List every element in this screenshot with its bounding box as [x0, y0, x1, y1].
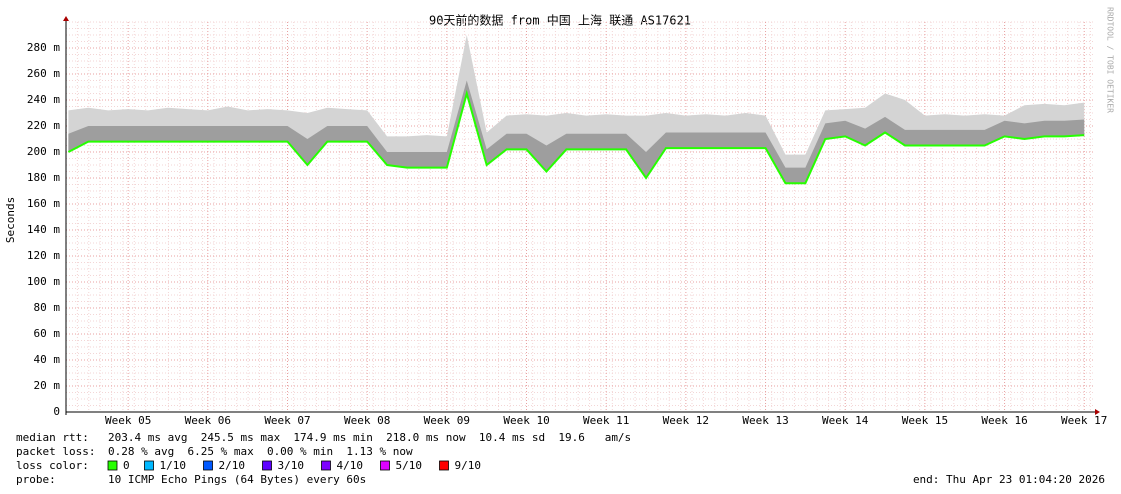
- axis-arrow: [1095, 409, 1100, 415]
- y-tick-label: 20 m: [34, 379, 61, 392]
- y-tick-label: 120 m: [27, 249, 60, 262]
- loss-swatch: [203, 460, 213, 471]
- x-tick-label: Week 15: [902, 414, 948, 427]
- x-tick-label: Week 07: [264, 414, 310, 427]
- y-tick-label: 40 m: [34, 353, 61, 366]
- loss-swatch: [262, 460, 272, 471]
- loss-item-label: 1/10: [160, 459, 187, 472]
- x-tick-label: Week 08: [344, 414, 390, 427]
- x-tick-label: Week 11: [583, 414, 629, 427]
- loss-item-label: 2/10: [219, 459, 246, 472]
- loss-swatch: [380, 460, 390, 471]
- x-tick-label: Week 17: [1061, 414, 1107, 427]
- loss-swatch: [439, 460, 449, 471]
- x-tick-label: Week 09: [424, 414, 470, 427]
- end-text: end: Thu Apr 23 01:04:20 2026: [913, 473, 1105, 486]
- loss-item-label: 9/10: [455, 459, 482, 472]
- x-tick-label: Week 14: [822, 414, 869, 427]
- loss-swatch: [321, 460, 331, 471]
- y-tick-label: 240 m: [27, 93, 60, 106]
- y-tick-label: 100 m: [27, 275, 60, 288]
- loss-item-label: 3/10: [278, 459, 305, 472]
- loss-item-label: 0: [123, 459, 130, 472]
- smoke-band: [68, 80, 1085, 184]
- y-tick-label: 280 m: [27, 41, 60, 54]
- stat-label: median rtt:: [16, 431, 89, 444]
- loss-label: loss color:: [16, 459, 89, 472]
- y-tick-label: 200 m: [27, 145, 60, 158]
- probe-label: probe:: [16, 473, 56, 486]
- y-tick-label: 220 m: [27, 119, 60, 132]
- axis-arrow: [63, 16, 69, 21]
- x-tick-label: Week 06: [185, 414, 231, 427]
- stat-label: packet loss:: [16, 445, 95, 458]
- y-tick-label: 260 m: [27, 67, 60, 80]
- x-tick-label: Week 13: [742, 414, 788, 427]
- y-tick-label: 160 m: [27, 197, 60, 210]
- stat-text: 0.28 % avg 6.25 % max 0.00 % min 1.13 % …: [108, 445, 413, 458]
- loss-swatch: [144, 460, 154, 471]
- stat-text: 203.4 ms avg 245.5 ms max 174.9 ms min 2…: [108, 431, 631, 444]
- y-tick-label: 140 m: [27, 223, 60, 236]
- y-tick-label: 180 m: [27, 171, 60, 184]
- probe-text: 10 ICMP Echo Pings (64 Bytes) every 60s: [108, 473, 366, 486]
- loss-item-label: 4/10: [337, 459, 364, 472]
- x-tick-label: Week 05: [105, 414, 151, 427]
- loss-item-label: 5/10: [396, 459, 423, 472]
- chart-title: 90天前的数据 from 中国 上海 联通 AS17621: [429, 13, 691, 28]
- y-tick-label: 80 m: [34, 301, 61, 314]
- y-axis-label: Seconds: [4, 197, 17, 243]
- x-tick-label: Week 16: [981, 414, 1027, 427]
- x-tick-label: Week 12: [663, 414, 709, 427]
- x-tick-label: Week 10: [503, 414, 549, 427]
- y-tick-label: 60 m: [34, 327, 61, 340]
- y-tick-label: 0: [53, 405, 60, 418]
- loss-swatch: [107, 460, 118, 471]
- watermark: RRDTOOL / TOBI OETIKER: [1106, 7, 1115, 113]
- median-line: [67, 89, 1085, 185]
